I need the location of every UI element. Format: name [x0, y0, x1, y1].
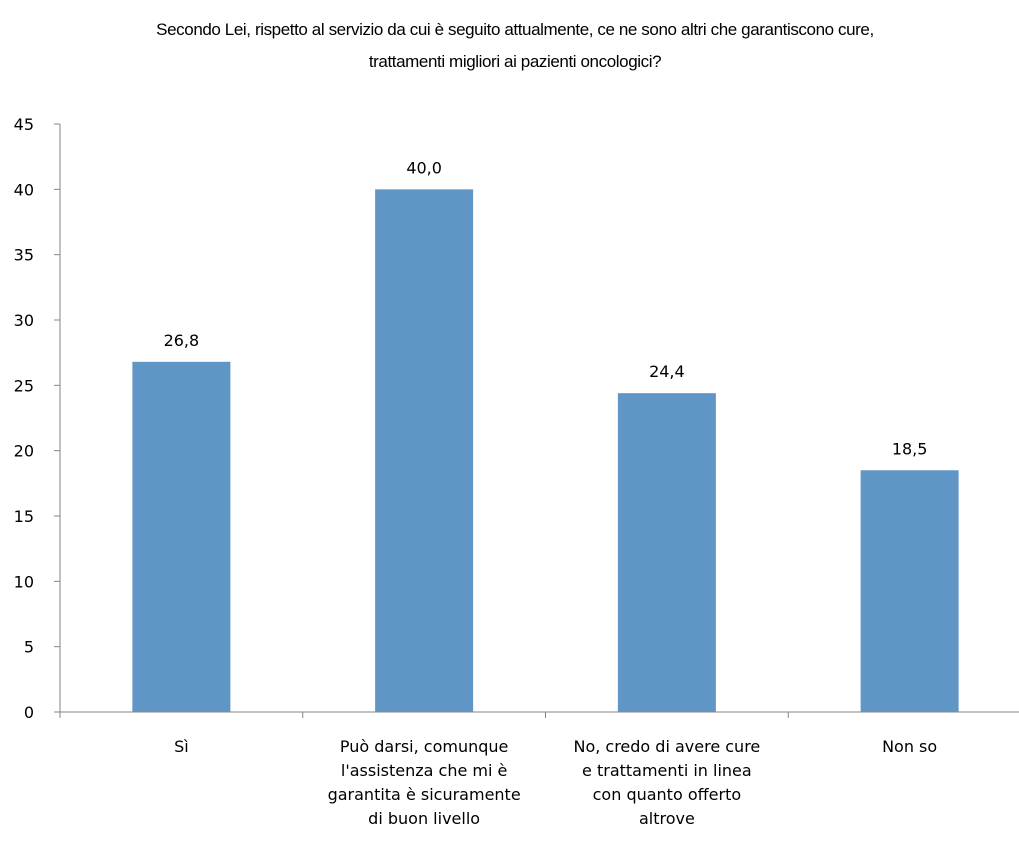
- y-tick-label: 35: [14, 246, 34, 265]
- bar: [860, 470, 959, 712]
- bar: [375, 189, 474, 713]
- y-tick-label: 20: [14, 442, 34, 461]
- x-tick-label-line: l'assistenza che mi è: [340, 761, 508, 780]
- x-tick-label-line: di buon livello: [368, 809, 481, 828]
- x-tick-label: No, credo di avere cure e trattamenti in …: [546, 735, 789, 831]
- y-tick-label: 15: [14, 507, 34, 526]
- x-tick-label-line: garantita è sicuramente: [327, 785, 521, 804]
- y-tick-label: 10: [14, 572, 34, 591]
- x-tick-label: Può darsi, comunque l'assistenza che mi è…: [303, 735, 546, 831]
- chart-title-line-1: Secondo Lei, rispetto al servizio da cui…: [156, 20, 874, 39]
- y-tick-label: 0: [24, 703, 34, 722]
- x-tick-label: Sì: [60, 735, 303, 759]
- y-tick-label: 25: [14, 376, 34, 395]
- y-tick-label: 45: [14, 115, 34, 134]
- x-tick-label-line: con quanto offerto: [592, 785, 742, 804]
- data-label: 18,5: [892, 439, 928, 458]
- x-tick-label-line: altrove: [638, 809, 695, 828]
- y-tick-label: 40: [14, 180, 34, 199]
- bar: [132, 361, 231, 712]
- chart-title: Secondo Lei, rispetto al servizio da cui…: [60, 14, 970, 78]
- x-tick-label: Non so: [788, 735, 1019, 759]
- y-tick-label: 30: [14, 311, 34, 330]
- bar: [617, 393, 716, 712]
- data-label: 26,8: [164, 331, 200, 350]
- y-tick-label: 5: [24, 638, 34, 657]
- data-label: 24,4: [649, 362, 685, 381]
- data-label: 40,0: [406, 158, 442, 177]
- chart-title-line-2: trattamenti migliori ai pazienti oncolog…: [368, 52, 662, 71]
- x-tick-label-line: Può darsi, comunque: [339, 737, 509, 756]
- x-tick-label-line: e trattamenti in linea: [582, 761, 752, 780]
- x-tick-label-line: Non so: [882, 737, 938, 756]
- x-tick-label-line: No, credo di avere cure: [573, 737, 761, 756]
- x-tick-label-line: Sì: [174, 737, 189, 756]
